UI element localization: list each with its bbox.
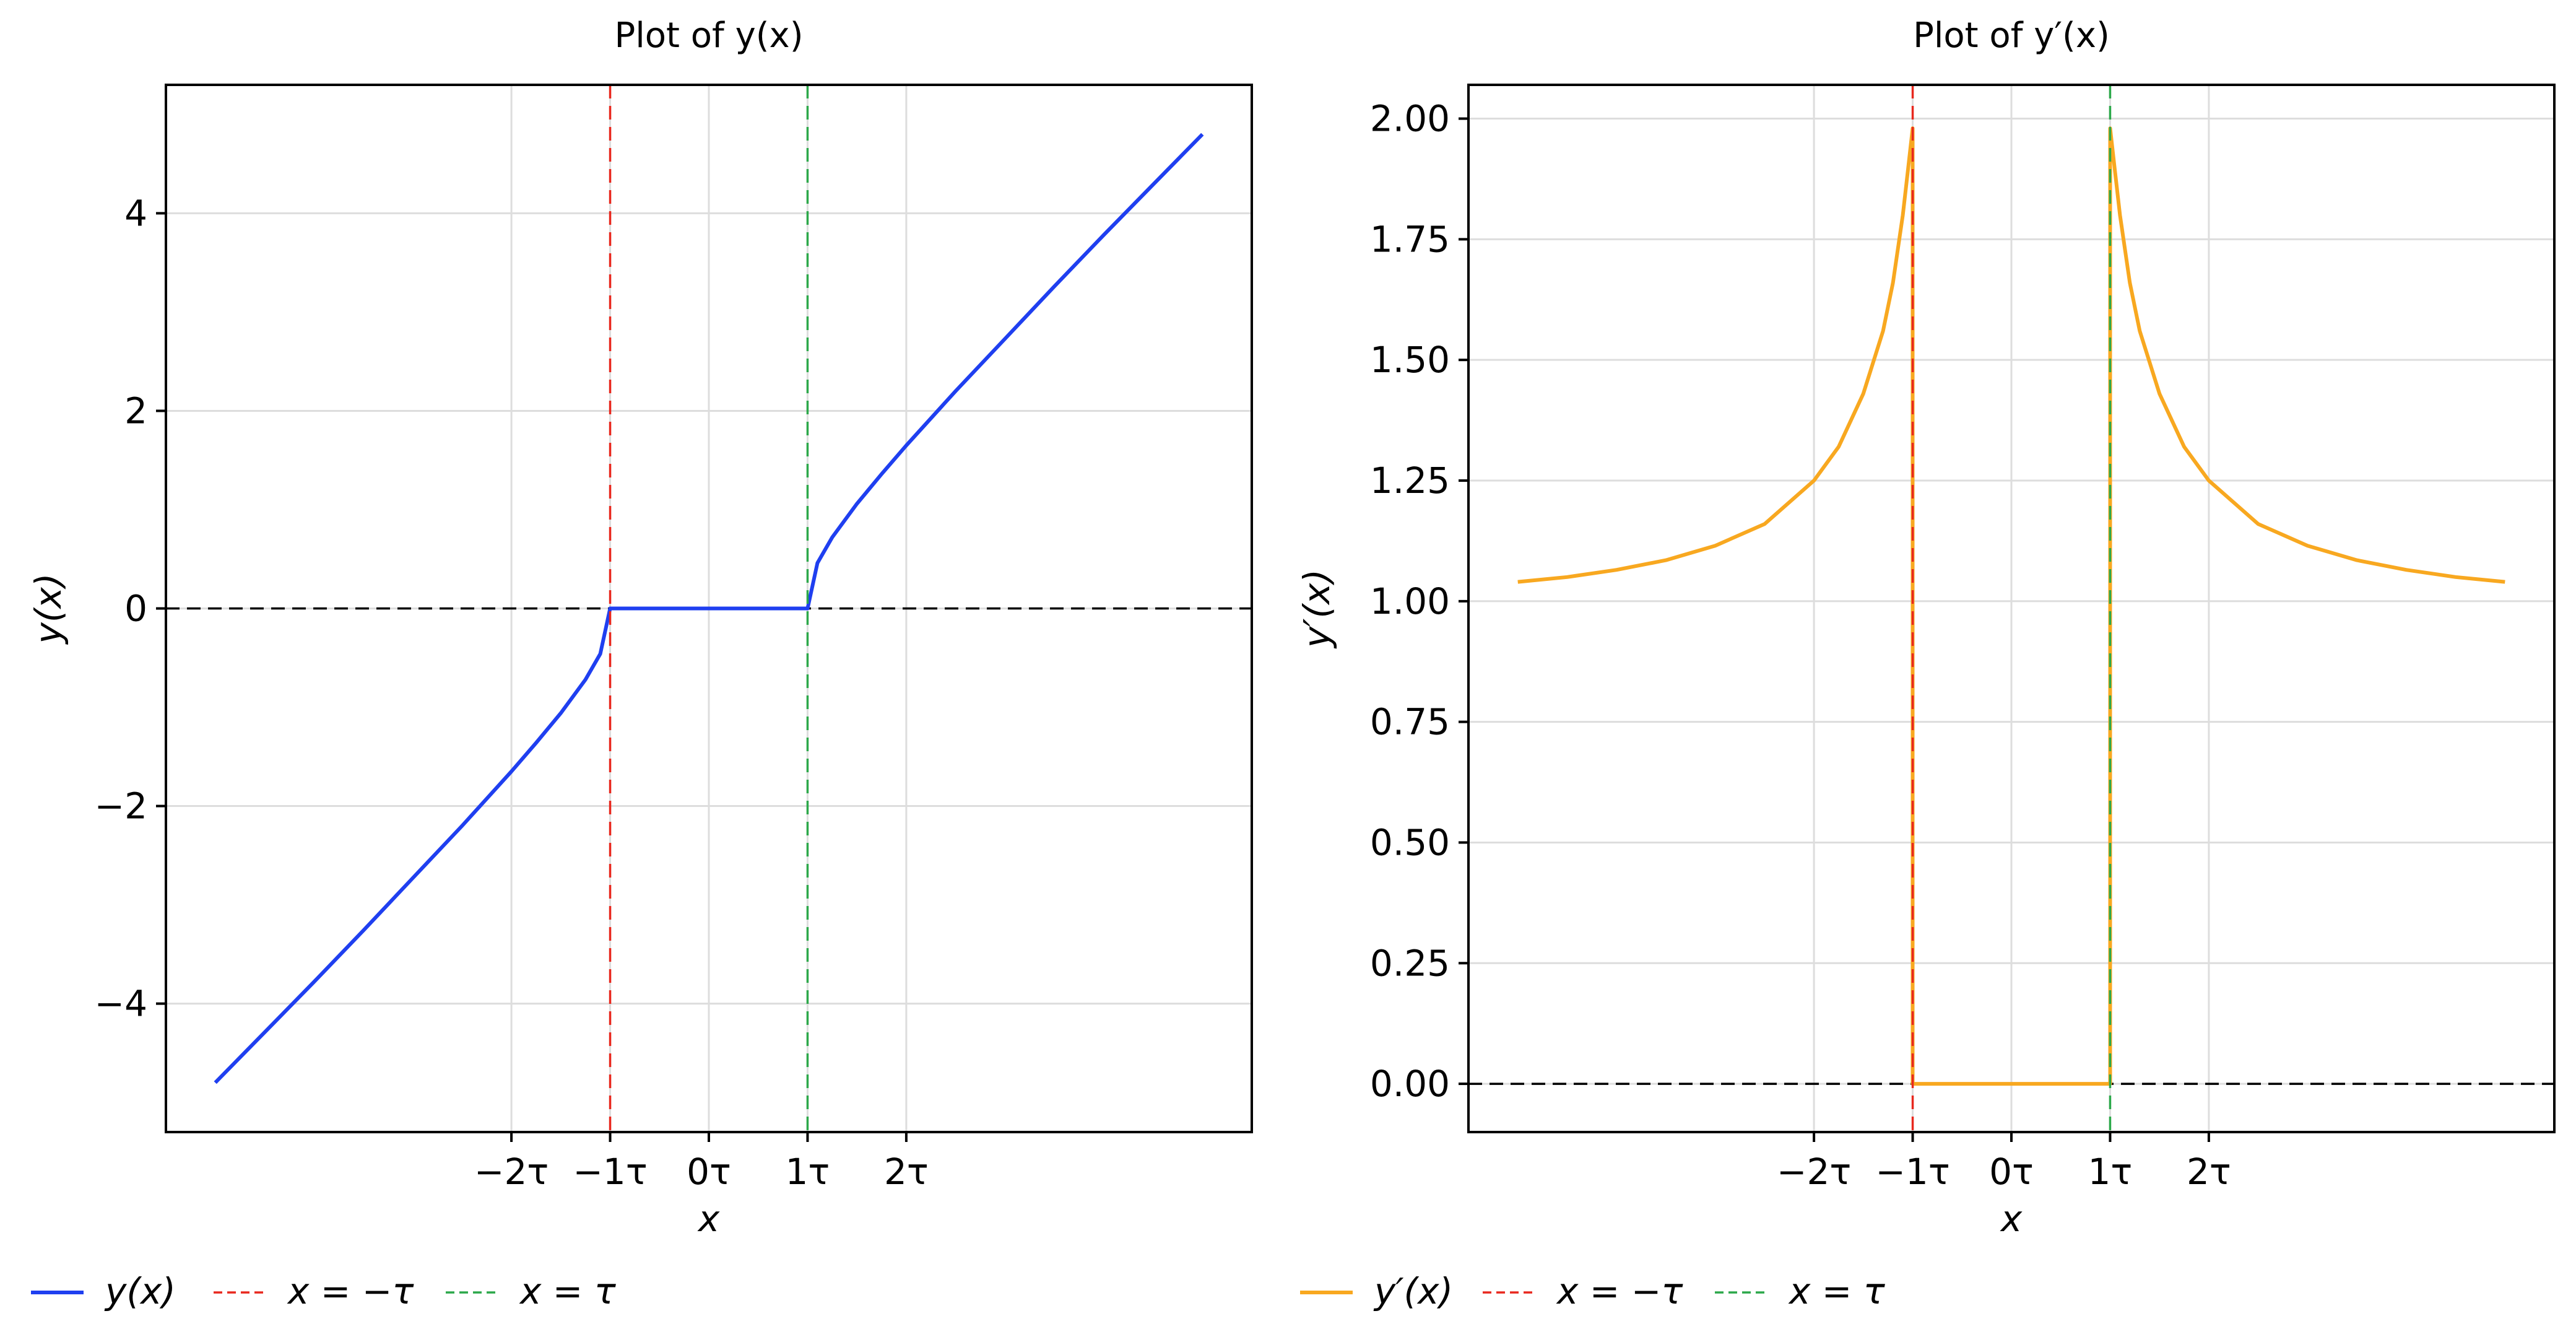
y-tick-label: 2	[124, 390, 147, 432]
x-tick-label: 0τ	[687, 1151, 731, 1193]
legend-label: x = τ	[1788, 1270, 1886, 1312]
y-tick-label: 1.25	[1370, 460, 1450, 502]
y-axis-label: y(x)	[27, 573, 69, 645]
y-tick-label: 0.75	[1370, 701, 1450, 743]
x-axis-label: x	[697, 1198, 720, 1240]
legend-label: x = −τ	[1556, 1270, 1683, 1312]
y-tick-label: 0.50	[1370, 821, 1450, 863]
y-tick-label: 1.00	[1370, 580, 1450, 622]
x-tick-label: 2τ	[2187, 1151, 2231, 1193]
x-tick-label: −1τ	[1875, 1151, 1949, 1193]
y-tick-label: 2.00	[1370, 98, 1450, 140]
y-tick-label: 0.00	[1370, 1063, 1450, 1105]
legend-label: x = −τ	[287, 1270, 414, 1312]
line-series-0	[1517, 126, 2505, 1086]
x-tick-label: 2τ	[884, 1151, 929, 1193]
y-tick-label: 0.25	[1370, 942, 1450, 984]
x-tick-label: 1τ	[786, 1151, 830, 1193]
x-axis-label: x	[2000, 1198, 2023, 1240]
legend-label: y(x)	[104, 1270, 176, 1312]
x-tick-label: 1τ	[2088, 1151, 2133, 1193]
legend-label: x = τ	[519, 1270, 617, 1312]
y-tick-label: 1.50	[1370, 339, 1450, 381]
x-tick-label: −2τ	[1777, 1151, 1851, 1193]
x-tick-label: −1τ	[573, 1151, 647, 1193]
y-tick-label: 1.75	[1370, 218, 1450, 260]
y-tick-label: −2	[95, 785, 148, 827]
y-tick-label: −4	[95, 983, 148, 1025]
legend: y′(x) x = −τ x = τ	[1300, 1270, 1886, 1312]
chart-title: Plot of y′(x)	[1913, 15, 2110, 56]
x-tick-label: 0τ	[1989, 1151, 2034, 1193]
line-series-0	[214, 133, 1204, 1084]
chart-title: Plot of y(x)	[614, 15, 803, 56]
chart-panel-2: −2τ −1τ 0τ 1τ 2τ 2.00 1.75 1.50 1.25 1.00 0.75 0.50…	[1296, 15, 2556, 1312]
y-axis-label: y′(x)	[1296, 569, 1338, 649]
legend: y(x) x = −τ x = τ	[31, 1270, 617, 1312]
y-tick-label: 4	[124, 192, 147, 234]
y-tick-label: 0	[124, 588, 147, 630]
x-tick-label: −2τ	[474, 1151, 549, 1193]
legend-label: y′(x)	[1373, 1270, 1453, 1312]
